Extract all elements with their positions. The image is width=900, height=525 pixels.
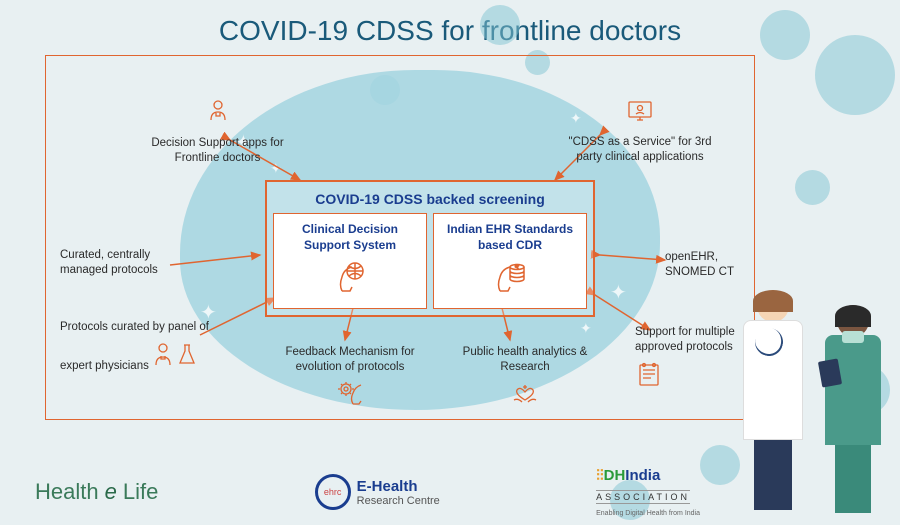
logo-text: Enabling Digital Health from India [596, 510, 700, 517]
node-label: Public health analytics & Research [463, 346, 588, 373]
logo-ehealth: ehrc E-Health Research Centre [315, 474, 440, 510]
logo-text: DH [604, 467, 626, 484]
logo-healthelife: HealtheLife [35, 479, 158, 505]
node-expert-panel: Protocols curated by panel of expert phy… [60, 320, 210, 381]
doctor-female [735, 290, 810, 520]
logo-text: India [625, 467, 660, 484]
center-heading: COVID-19 CDSS backed screening [273, 188, 587, 213]
svg-text:₹: ₹ [515, 264, 519, 271]
bg-bubble [480, 5, 520, 45]
card-cdss: Clinical Decision Support System [273, 213, 427, 309]
bg-bubble [795, 170, 830, 205]
logo-text: E-Health [357, 478, 440, 495]
sparkle-icon: ✦ [580, 320, 592, 337]
node-label: Feedback Mechanism for evolution of prot… [285, 346, 414, 373]
logo-text: ASSOCIATION [596, 490, 690, 504]
monitor-icon [555, 98, 725, 132]
doctor-flask-icon [152, 341, 202, 378]
node-feedback: Feedback Mechanism for evolution of prot… [270, 345, 430, 418]
logo-text: Life [123, 479, 158, 505]
center-screening-box: COVID-19 CDSS backed screening Clinical … [265, 180, 595, 317]
logo-dhindia: ⫶⫶DHIndia ASSOCIATION Enabling Digital H… [596, 467, 700, 517]
node-cdss-service: "CDSS as a Service" for 3rd party clinic… [555, 95, 725, 165]
node-decision-support: Decision Support apps for Frontline doct… [135, 95, 300, 166]
bg-bubble [700, 445, 740, 485]
node-label: Curated, centrally managed protocols [60, 249, 158, 276]
bg-bubble [815, 35, 895, 115]
bg-bubble [760, 10, 810, 60]
logo-text: Health [35, 479, 99, 505]
doctor-icon [135, 98, 300, 133]
logo-text: Research Centre [357, 495, 440, 507]
node-curated-protocols: Curated, centrally managed protocols [60, 248, 180, 278]
logo-text: e [105, 479, 117, 505]
node-label: Decision Support apps for Frontline doct… [151, 137, 283, 164]
card-cdr: Indian EHR Standards based CDR ₹ [433, 213, 587, 309]
head-coins-icon: ₹ [440, 259, 580, 300]
node-label: Support for multiple approved protocols [635, 326, 735, 353]
node-label: openEHR, SNOMED CT [665, 251, 734, 278]
card-cdss-title: Clinical Decision Support System [280, 222, 420, 253]
node-label: "CDSS as a Service" for 3rd party clinic… [568, 136, 711, 163]
doctors-illustration [735, 270, 890, 520]
head-globe-icon [280, 259, 420, 300]
sparkle-icon: ✦ [610, 280, 627, 305]
hands-heart-icon [450, 378, 600, 415]
logos-row: HealtheLife ehrc E-Health Research Centr… [35, 467, 700, 517]
head-gear-icon [270, 378, 430, 415]
card-cdr-title: Indian EHR Standards based CDR [440, 222, 580, 253]
doctor-scrubs [815, 305, 890, 520]
node-public-health: Public health analytics & Research [450, 345, 600, 418]
ehrc-badge-icon: ehrc [315, 474, 351, 510]
